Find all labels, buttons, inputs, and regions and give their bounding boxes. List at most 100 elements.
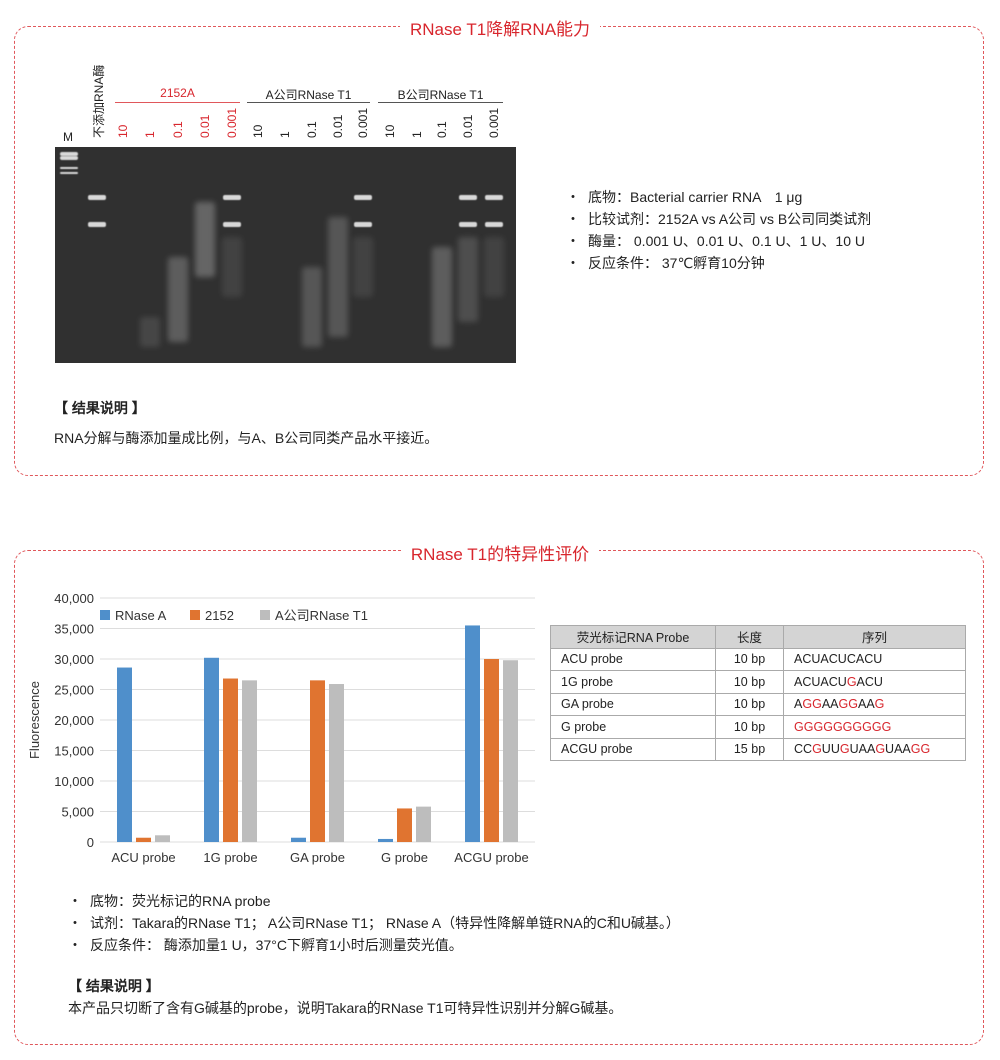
table-row: ACGU probe 15 bp CCGUUGUAAGUAAGG bbox=[550, 737, 966, 761]
rna-smear bbox=[328, 217, 348, 337]
bar bbox=[397, 808, 412, 842]
legend-swatch bbox=[100, 610, 110, 620]
bar bbox=[310, 680, 325, 842]
lane-label: 10 bbox=[116, 124, 130, 138]
rna-smear bbox=[140, 317, 160, 347]
bar bbox=[223, 678, 238, 842]
rna-smear bbox=[432, 247, 452, 347]
y-tick-label: 10,000 bbox=[54, 774, 94, 789]
probe-sequence: CCGUUGUAAGUAAGG bbox=[783, 737, 966, 761]
probe-sequence: AGGAAGGAAG bbox=[783, 692, 966, 716]
bullet: 底物：Bacterial carrier RNA 1 μg bbox=[566, 186, 871, 208]
bullet: 比较试剂：2152A vs A公司 vs B公司同类试剂 bbox=[566, 208, 871, 230]
gel-image bbox=[55, 147, 516, 363]
bar bbox=[155, 835, 170, 842]
col-header: 长度 bbox=[715, 625, 784, 649]
x-tick-label: 1G probe bbox=[203, 850, 257, 865]
rna-smear bbox=[353, 237, 373, 297]
lane-label: 0.1 bbox=[435, 121, 449, 138]
section2-bullets: 底物：荧光标记的RNA probe 试剂：Takara的RNase T1； A公… bbox=[68, 890, 680, 956]
group-underline bbox=[115, 102, 240, 103]
bar bbox=[503, 660, 518, 842]
probe-name: ACU probe bbox=[550, 647, 716, 671]
lane-label: 10 bbox=[383, 124, 397, 138]
probe-name: 1G probe bbox=[550, 670, 716, 694]
rna-band bbox=[223, 222, 241, 227]
result-heading: 【 结果说明 】 bbox=[68, 978, 160, 994]
bar bbox=[242, 680, 257, 842]
probe-name: ACGU probe bbox=[550, 737, 716, 761]
probe-length: 10 bp bbox=[715, 715, 784, 739]
probe-name: G probe bbox=[550, 715, 716, 739]
lane-label: 0.001 bbox=[225, 107, 239, 138]
y-tick-label: 5,000 bbox=[61, 805, 94, 820]
lane-label: 1 bbox=[278, 131, 292, 138]
y-tick-label: 20,000 bbox=[54, 713, 94, 728]
marker-band bbox=[60, 152, 78, 156]
rna-smear bbox=[222, 237, 242, 297]
rna-band bbox=[354, 222, 372, 227]
bullet: 底物：荧光标记的RNA probe bbox=[68, 890, 680, 912]
marker-band bbox=[60, 172, 78, 174]
x-tick-label: G probe bbox=[381, 850, 428, 865]
y-tick-label: 0 bbox=[87, 835, 94, 850]
marker-label: M bbox=[63, 130, 73, 144]
bullet: 试剂：Takara的RNase T1； A公司RNase T1； RNase A… bbox=[68, 912, 680, 934]
rna-smear bbox=[458, 237, 478, 322]
probe-length: 15 bp bbox=[715, 737, 784, 761]
rna-band bbox=[88, 222, 106, 227]
section1-bullets: 底物：Bacterial carrier RNA 1 μg 比较试剂：2152A… bbox=[566, 186, 871, 274]
bar bbox=[378, 838, 393, 842]
bar bbox=[465, 625, 480, 842]
rna-smear bbox=[168, 257, 188, 342]
group-underline bbox=[247, 102, 370, 103]
table-row: G probe 10 bp GGGGGGGGGG bbox=[550, 715, 966, 739]
bar bbox=[204, 657, 219, 842]
y-tick-label: 25,000 bbox=[54, 683, 94, 698]
section1-title: RNase T1降解RNA能力 bbox=[0, 15, 1000, 40]
table-row: GA probe 10 bp AGGAAGGAAG bbox=[550, 692, 966, 716]
probe-sequence: ACUACUCACU bbox=[783, 647, 966, 671]
bullet: 反应条件： 37℃孵育10分钟 bbox=[566, 252, 871, 274]
table-row: 1G probe 10 bp ACUACUGACU bbox=[550, 670, 966, 694]
table-row: ACU probe 10 bp ACUACUCACU bbox=[550, 647, 966, 671]
y-tick-label: 40,000 bbox=[54, 591, 94, 606]
marker-band bbox=[60, 156, 78, 160]
rna-band bbox=[459, 222, 477, 227]
rna-band bbox=[485, 195, 503, 200]
x-tick-label: ACGU probe bbox=[454, 850, 528, 865]
x-tick-label: GA probe bbox=[290, 850, 345, 865]
section2-title: RNase T1的特异性评价 bbox=[0, 540, 1000, 565]
lane-label: 0.001 bbox=[487, 107, 501, 138]
lane-label: 0.001 bbox=[356, 107, 370, 138]
bar bbox=[484, 659, 499, 842]
probe-length: 10 bp bbox=[715, 647, 784, 671]
probe-table: 荧光标记RNA Probe 长度 序列 ACU probe 10 bp ACUACU… bbox=[550, 625, 966, 761]
col-header: 荧光标记RNA Probe bbox=[550, 625, 716, 649]
rna-smear bbox=[195, 202, 215, 277]
lane-label: 1 bbox=[143, 131, 157, 138]
lane-label: 0.01 bbox=[331, 114, 345, 138]
rna-band bbox=[354, 195, 372, 200]
lane-label: 0.01 bbox=[461, 114, 475, 138]
y-tick-label: 35,000 bbox=[54, 622, 94, 637]
bullet: 酶量： 0.001 U、0.01 U、0.1 U、1 U、10 U bbox=[566, 230, 871, 252]
lane-label: 0.1 bbox=[305, 121, 319, 138]
group-label: A公司RNase T1 bbox=[265, 88, 352, 102]
group-label: B公司RNase T1 bbox=[397, 88, 484, 102]
bullet: 反应条件： 酶添加量1 U，37°C下孵育1小时后测量荧光值。 bbox=[68, 934, 680, 956]
x-tick-label: ACU probe bbox=[111, 850, 175, 865]
group-underline bbox=[378, 102, 503, 103]
legend-label: RNase A bbox=[115, 608, 167, 623]
probe-sequence: ACUACUGACU bbox=[783, 670, 966, 694]
y-tick-label: 30,000 bbox=[54, 652, 94, 667]
probe-sequence: GGGGGGGGGG bbox=[783, 715, 966, 739]
col-header: 序列 bbox=[783, 625, 966, 649]
probe-length: 10 bp bbox=[715, 692, 784, 716]
group-label: 2152A bbox=[160, 86, 195, 100]
legend-swatch bbox=[260, 610, 270, 620]
bar bbox=[117, 667, 132, 842]
y-tick-label: 15,000 bbox=[54, 744, 94, 759]
result-text: 本产品只切断了含有G碱基的probe，说明Takara的RNase T1可特异性… bbox=[68, 1000, 623, 1016]
bar bbox=[136, 837, 151, 842]
